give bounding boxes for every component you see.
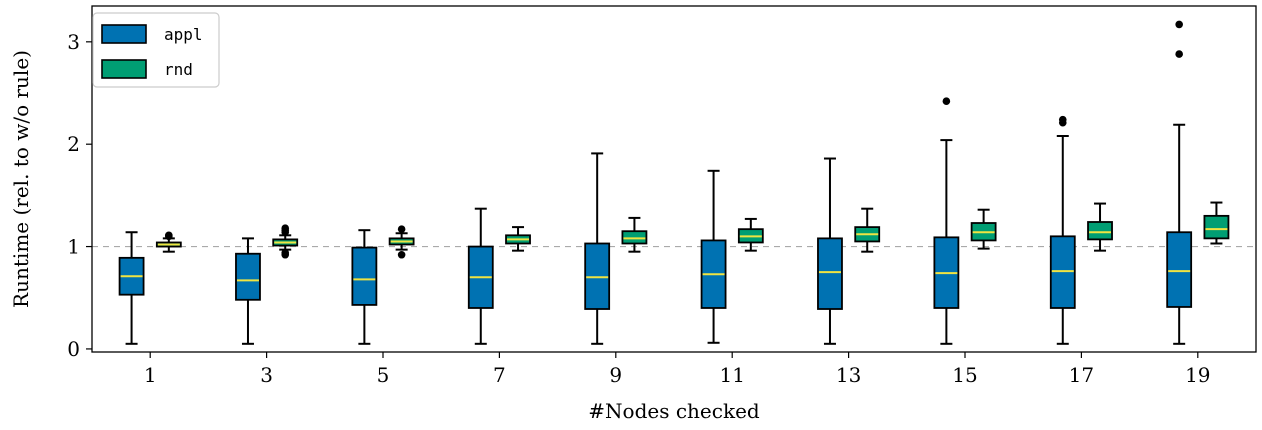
box (1049, 235, 1076, 309)
rnd-box-group (970, 208, 997, 250)
x-tick-label: 11 (719, 363, 744, 387)
rnd-box-group (1087, 202, 1113, 252)
box (817, 237, 843, 310)
x-tick-label: 15 (952, 363, 977, 387)
x-tick-label: 17 (1069, 363, 1094, 387)
y-axis-label: Runtime (rel. to w/o rule) (9, 50, 33, 308)
appl-box-group (467, 207, 494, 345)
legend-swatch-appl (101, 24, 147, 44)
rnd-box-group (155, 231, 182, 253)
x-axis-label: #Nodes checked (588, 399, 760, 423)
appl-box-group (1049, 115, 1076, 345)
outlier-point (281, 224, 290, 232)
appl-box-group (1166, 20, 1193, 345)
appl-box-group (700, 169, 727, 344)
x-tick-label: 7 (493, 363, 506, 387)
rnd-box-group (737, 217, 764, 252)
outlier-point (165, 231, 173, 240)
appl-box-group (817, 157, 843, 345)
rnd-box-group (388, 225, 415, 259)
rnd-box-group (621, 216, 648, 253)
box (584, 242, 611, 310)
legend-label-appl: appl (164, 25, 203, 44)
plot-content (92, 20, 1256, 345)
outlier-point (942, 97, 951, 106)
x-tick-label: 13 (836, 363, 861, 387)
legend-swatch-rnd (101, 59, 147, 79)
outlier-point (1175, 50, 1183, 58)
y-tick-label: 0 (67, 337, 80, 361)
outlier-point (397, 250, 406, 259)
x-tick-label: 1 (144, 363, 157, 387)
outlier-point (1175, 20, 1183, 29)
x-tick-label: 3 (260, 363, 273, 387)
rnd-box-group (854, 207, 881, 253)
appl-box-group (235, 237, 261, 345)
box (1203, 214, 1230, 240)
legend-label-rnd: rnd (164, 60, 193, 79)
rnd-box-group (505, 226, 531, 252)
x-tick-label: 9 (609, 363, 622, 387)
y-tick-label: 2 (67, 132, 80, 156)
box (1087, 221, 1113, 241)
appl-box-group (584, 152, 611, 345)
plot-frame (91, 5, 1257, 353)
x-tick-label: 19 (1185, 363, 1210, 387)
appl-box-group (351, 229, 378, 345)
outlier-point (397, 225, 406, 233)
outlier-point (281, 248, 290, 257)
legend: appl rnd (92, 12, 220, 88)
x-tick-label: 5 (377, 363, 390, 387)
box (1166, 231, 1193, 308)
box (235, 252, 261, 301)
y-tick-label: 3 (67, 30, 80, 54)
box (621, 230, 648, 245)
rnd-box-group (272, 224, 299, 259)
rnd-box-group (1203, 201, 1230, 245)
appl-box-group (118, 231, 145, 345)
y-tick-label: 1 (67, 235, 80, 259)
box (351, 246, 378, 306)
appl-box-group (933, 97, 960, 345)
outlier-point (1058, 115, 1067, 124)
